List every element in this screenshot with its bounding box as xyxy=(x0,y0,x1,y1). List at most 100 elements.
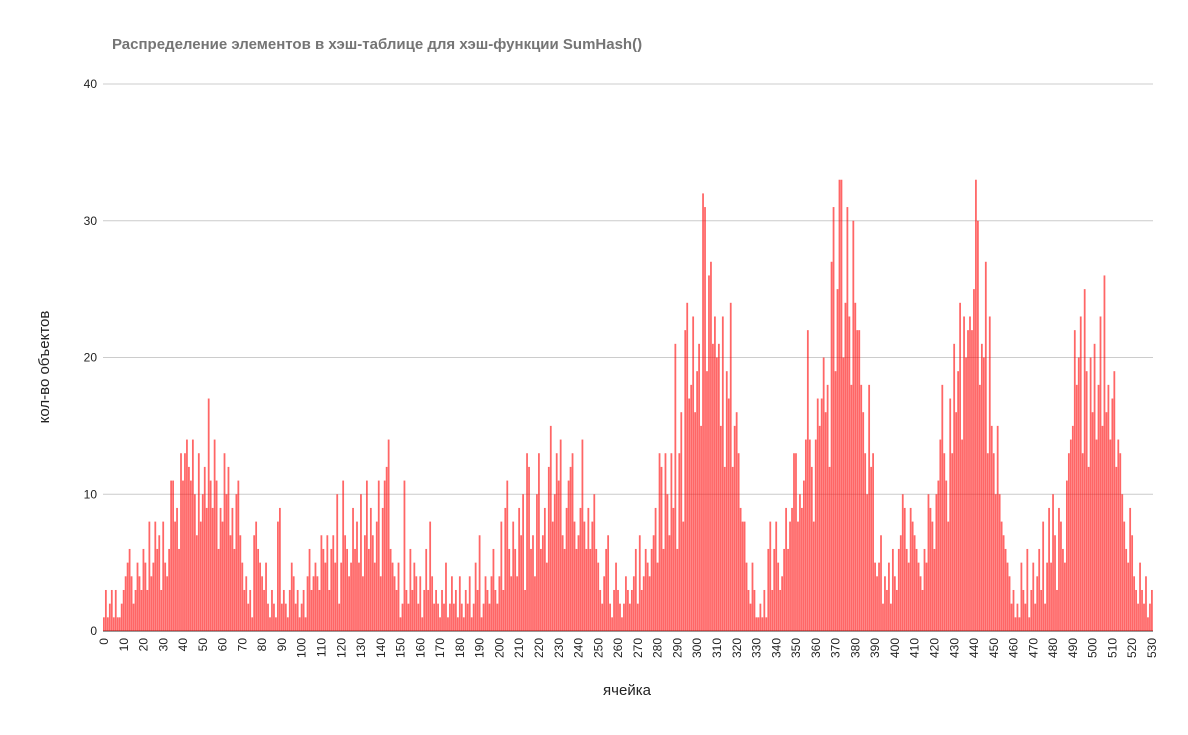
bar xyxy=(654,507,657,631)
bar xyxy=(607,535,610,631)
bar xyxy=(120,603,123,631)
bar xyxy=(804,439,807,631)
y-tick-label: 30 xyxy=(84,214,98,228)
bar xyxy=(955,412,958,631)
bar xyxy=(1016,603,1019,631)
bar xyxy=(443,603,445,631)
bar xyxy=(715,357,718,631)
bar xyxy=(1008,576,1011,631)
bar xyxy=(1077,357,1080,631)
x-tick-label: 290 xyxy=(670,638,684,658)
bar xyxy=(259,562,261,632)
bar xyxy=(911,521,914,631)
bar xyxy=(538,453,540,631)
bar xyxy=(241,562,244,632)
bar xyxy=(421,617,424,631)
bar xyxy=(385,466,388,631)
bar xyxy=(152,562,155,632)
x-tick-label: 100 xyxy=(295,638,309,658)
bar xyxy=(377,480,380,631)
bar xyxy=(1030,589,1033,631)
bar xyxy=(787,548,789,631)
x-tick-label: 400 xyxy=(888,638,902,658)
bar xyxy=(288,589,291,631)
bar xyxy=(1018,617,1021,631)
bar xyxy=(286,617,289,631)
bar xyxy=(336,494,339,631)
x-tick-label: 480 xyxy=(1046,638,1060,658)
bar xyxy=(263,589,265,631)
bar xyxy=(203,466,206,631)
bar xyxy=(587,507,590,631)
bar xyxy=(961,439,963,631)
bar xyxy=(617,589,619,631)
x-tick-label: 260 xyxy=(611,638,625,658)
bar xyxy=(1113,371,1116,631)
bar xyxy=(767,548,770,631)
bar xyxy=(967,330,969,631)
bar xyxy=(801,507,803,631)
bar xyxy=(1071,425,1074,632)
bar xyxy=(154,521,157,631)
bar xyxy=(456,617,459,631)
x-tick-label: 340 xyxy=(769,638,783,658)
x-tick-label: 230 xyxy=(552,638,566,658)
bar xyxy=(182,480,184,631)
y-axis-title: кол-во объектов xyxy=(36,311,53,424)
bar xyxy=(439,617,441,631)
bar xyxy=(267,603,269,631)
bar xyxy=(1143,603,1145,631)
bar xyxy=(1141,589,1143,631)
bar xyxy=(844,302,847,631)
bar xyxy=(694,412,697,631)
bar xyxy=(868,384,871,631)
x-tick-label: 50 xyxy=(196,638,210,652)
bar xyxy=(271,589,273,631)
bar xyxy=(478,535,481,631)
bar xyxy=(925,562,928,632)
bar xyxy=(888,562,890,632)
bar xyxy=(882,603,884,631)
bar xyxy=(193,494,196,631)
bar xyxy=(1127,562,1130,632)
bar xyxy=(1103,275,1106,631)
bar xyxy=(953,343,956,631)
bar xyxy=(292,576,295,631)
bar xyxy=(1022,589,1025,631)
bar xyxy=(403,480,406,631)
bar xyxy=(603,576,606,631)
bar xyxy=(621,617,623,631)
bar xyxy=(1065,480,1068,631)
bar xyxy=(646,562,649,632)
x-tick-label: 490 xyxy=(1066,638,1080,658)
bar xyxy=(575,548,578,631)
bar xyxy=(723,466,726,631)
bar xyxy=(848,316,851,631)
bar xyxy=(221,521,224,631)
bar xyxy=(168,548,171,631)
bar xyxy=(172,480,174,631)
bar xyxy=(132,603,135,631)
bar xyxy=(367,548,370,631)
bar xyxy=(164,562,167,632)
bar xyxy=(460,603,463,631)
bar xyxy=(253,535,256,631)
bar xyxy=(170,480,173,631)
bar xyxy=(454,589,457,631)
bar xyxy=(710,261,712,631)
bar xyxy=(757,617,760,631)
bar xyxy=(277,521,279,631)
x-tick-label: 530 xyxy=(1145,638,1159,658)
bar xyxy=(108,603,111,631)
bar xyxy=(559,439,562,631)
x-tick-label: 370 xyxy=(829,638,843,658)
bar xyxy=(630,589,633,631)
bar xyxy=(425,548,428,631)
bar xyxy=(322,548,325,631)
bar xyxy=(1024,603,1027,631)
bar xyxy=(320,535,323,631)
bar xyxy=(462,617,465,631)
bar xyxy=(358,562,360,632)
bar xyxy=(290,562,293,632)
bar xyxy=(1038,548,1041,631)
